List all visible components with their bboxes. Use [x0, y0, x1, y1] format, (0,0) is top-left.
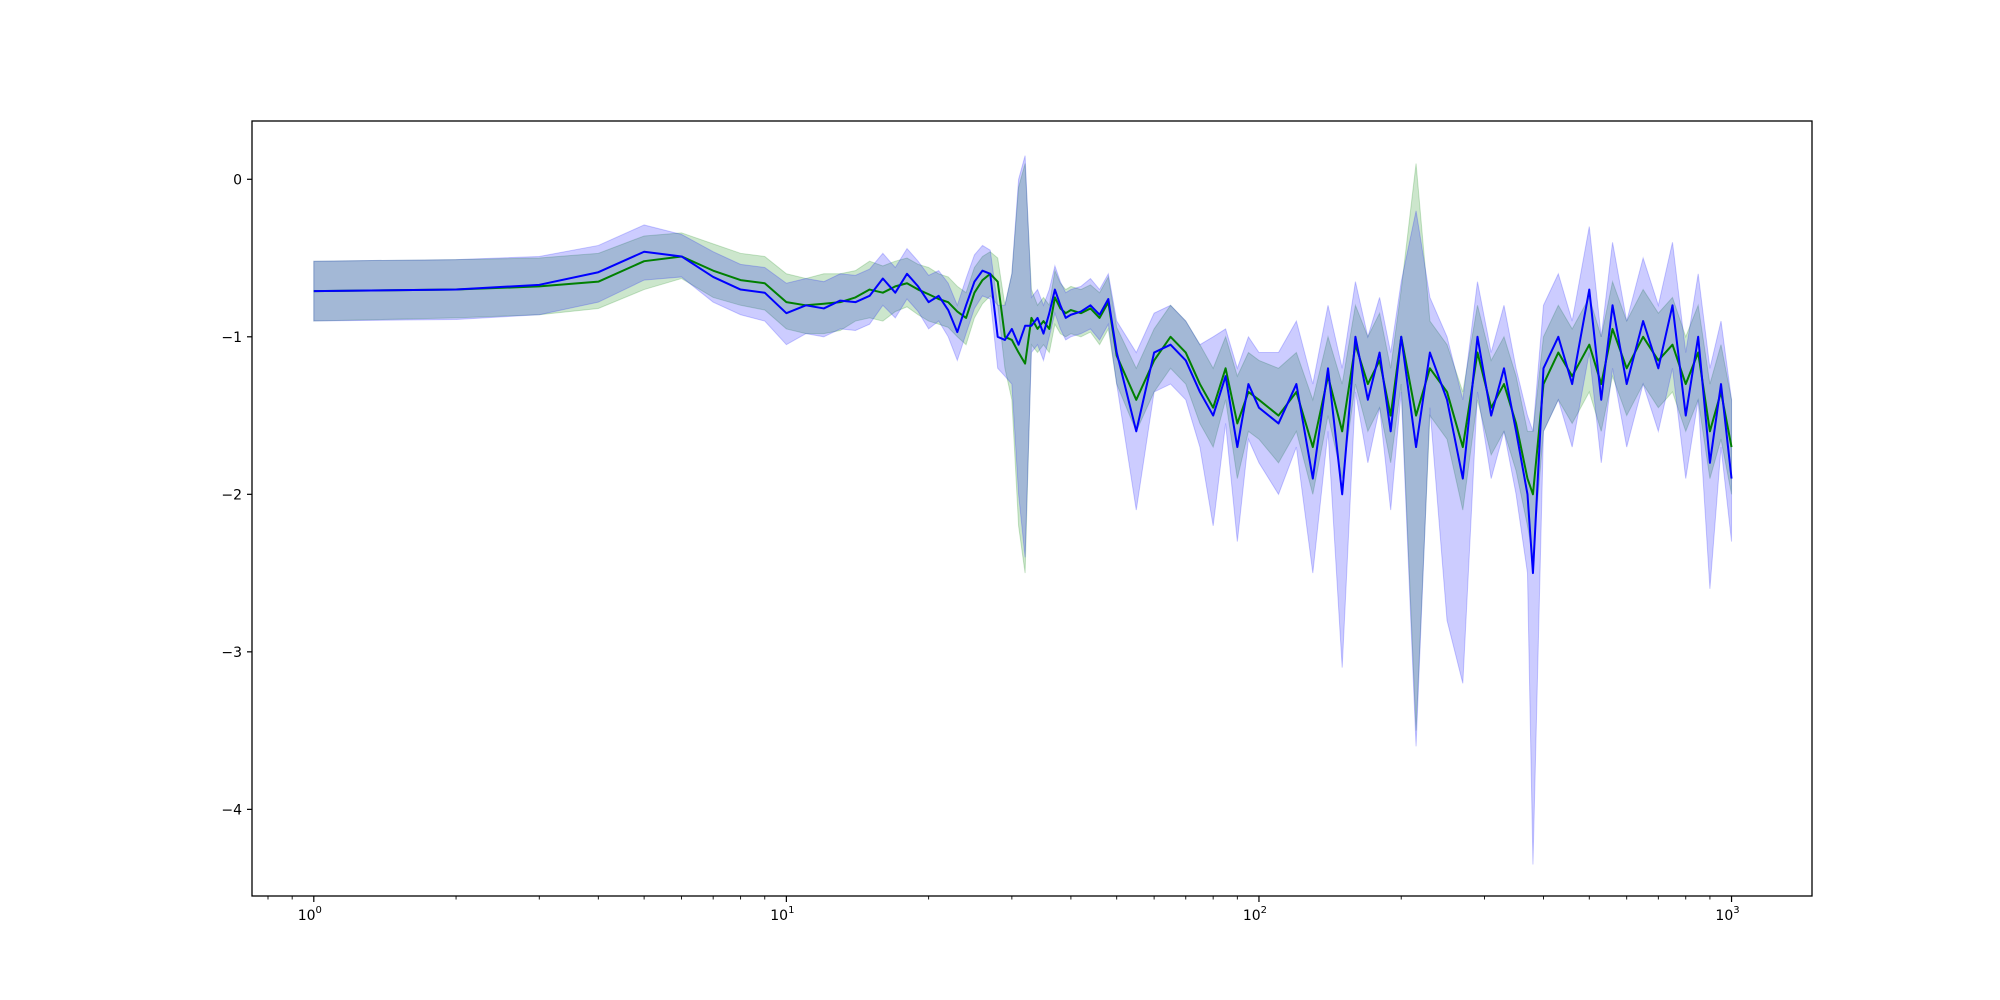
- x-tick-base: 10: [770, 908, 788, 924]
- x-tick-base: 10: [298, 908, 316, 924]
- x-tick-base: 10: [1715, 908, 1733, 924]
- x-tick-label: 102: [1243, 905, 1267, 924]
- y-tick-label: 0: [233, 172, 242, 188]
- x-tick-exponent: 1: [788, 905, 794, 916]
- y-tick-label: −4: [221, 802, 242, 818]
- series-2-line: [313, 250, 1733, 575]
- x-tick-label: 101: [770, 905, 794, 924]
- plot-area: [313, 155, 1733, 865]
- x-tick-label: 100: [298, 905, 322, 924]
- y-tick-label: −3: [221, 645, 242, 661]
- x-tick-base: 10: [1243, 908, 1261, 924]
- series-1-line: [313, 255, 1733, 496]
- y-tick-label: −2: [221, 487, 242, 503]
- series-2-confidence-band: [313, 155, 1733, 865]
- x-tick-exponent: 3: [1733, 905, 1739, 916]
- y-axis: 0 −1 −2 −3 −4: [221, 172, 252, 818]
- x-tick-exponent: 0: [316, 905, 322, 916]
- x-tick-label: 103: [1715, 905, 1739, 924]
- x-tick-exponent: 2: [1261, 905, 1267, 916]
- x-axis: 100 101 102 103: [267, 896, 1740, 924]
- axes-frame: [251, 120, 1813, 897]
- series-1-confidence-band: [313, 163, 1733, 731]
- y-tick-label: −1: [221, 330, 242, 346]
